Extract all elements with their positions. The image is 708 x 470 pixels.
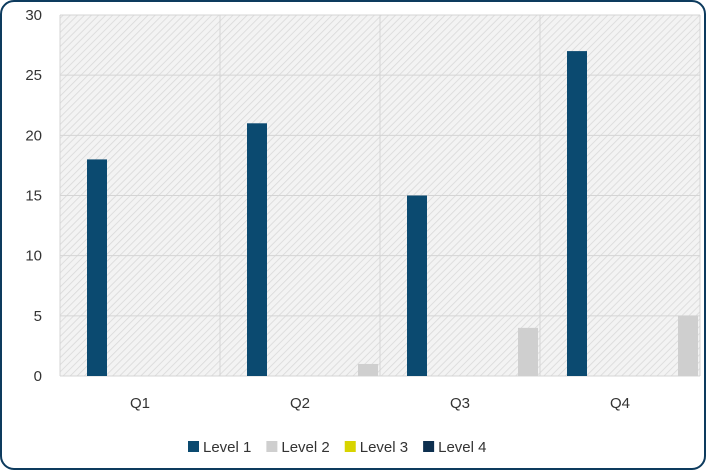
gridlines [59,14,701,377]
legend-item-level-4: Level 4 [423,439,487,456]
legend-item-level-1: Level 1 [188,439,251,456]
legend-item-level-2: Level 2 [266,439,330,456]
legend-label: Level 4 [438,439,486,456]
y-tick-label: 15 [25,188,42,205]
bars [87,51,698,376]
y-tick-label: 0 [34,368,42,385]
bar-level-2-q2 [358,363,378,376]
bar-level-1-q2 [247,123,267,376]
bar-level-1-q4 [567,51,587,376]
x-tick-label: Q2 [290,395,310,412]
legend-item-level-3: Level 3 [344,439,408,456]
x-tick-label: Q3 [450,395,470,412]
x-tick-label: Q4 [610,395,630,412]
legend: Level 1 Level 2 Level 3 Level 4 [188,439,487,456]
legend-label: Level 1 [203,439,251,456]
legend-label: Level 2 [281,439,329,456]
legend-label: Level 3 [360,439,408,456]
legend-swatch [423,441,435,452]
bar-level-2-q3 [518,327,538,376]
legend-swatch [188,441,199,452]
y-tick-label: 5 [34,308,42,325]
bar-level-1-q3 [407,195,427,376]
y-tick-label: 25 [25,67,42,84]
y-tick-label: 20 [25,127,42,144]
y-tick-label: 30 [25,7,42,24]
legend-swatch [266,441,278,452]
bar-level-2-q4 [678,315,698,376]
y-axis-ticks: 0 5 10 15 20 25 30 [25,7,42,385]
x-axis-ticks: Q1 Q2 Q3 Q4 [130,395,630,412]
x-tick-label: Q1 [130,395,150,412]
bar-level-1-q1 [87,159,107,376]
y-tick-label: 10 [25,248,42,265]
legend-swatch [344,441,356,452]
